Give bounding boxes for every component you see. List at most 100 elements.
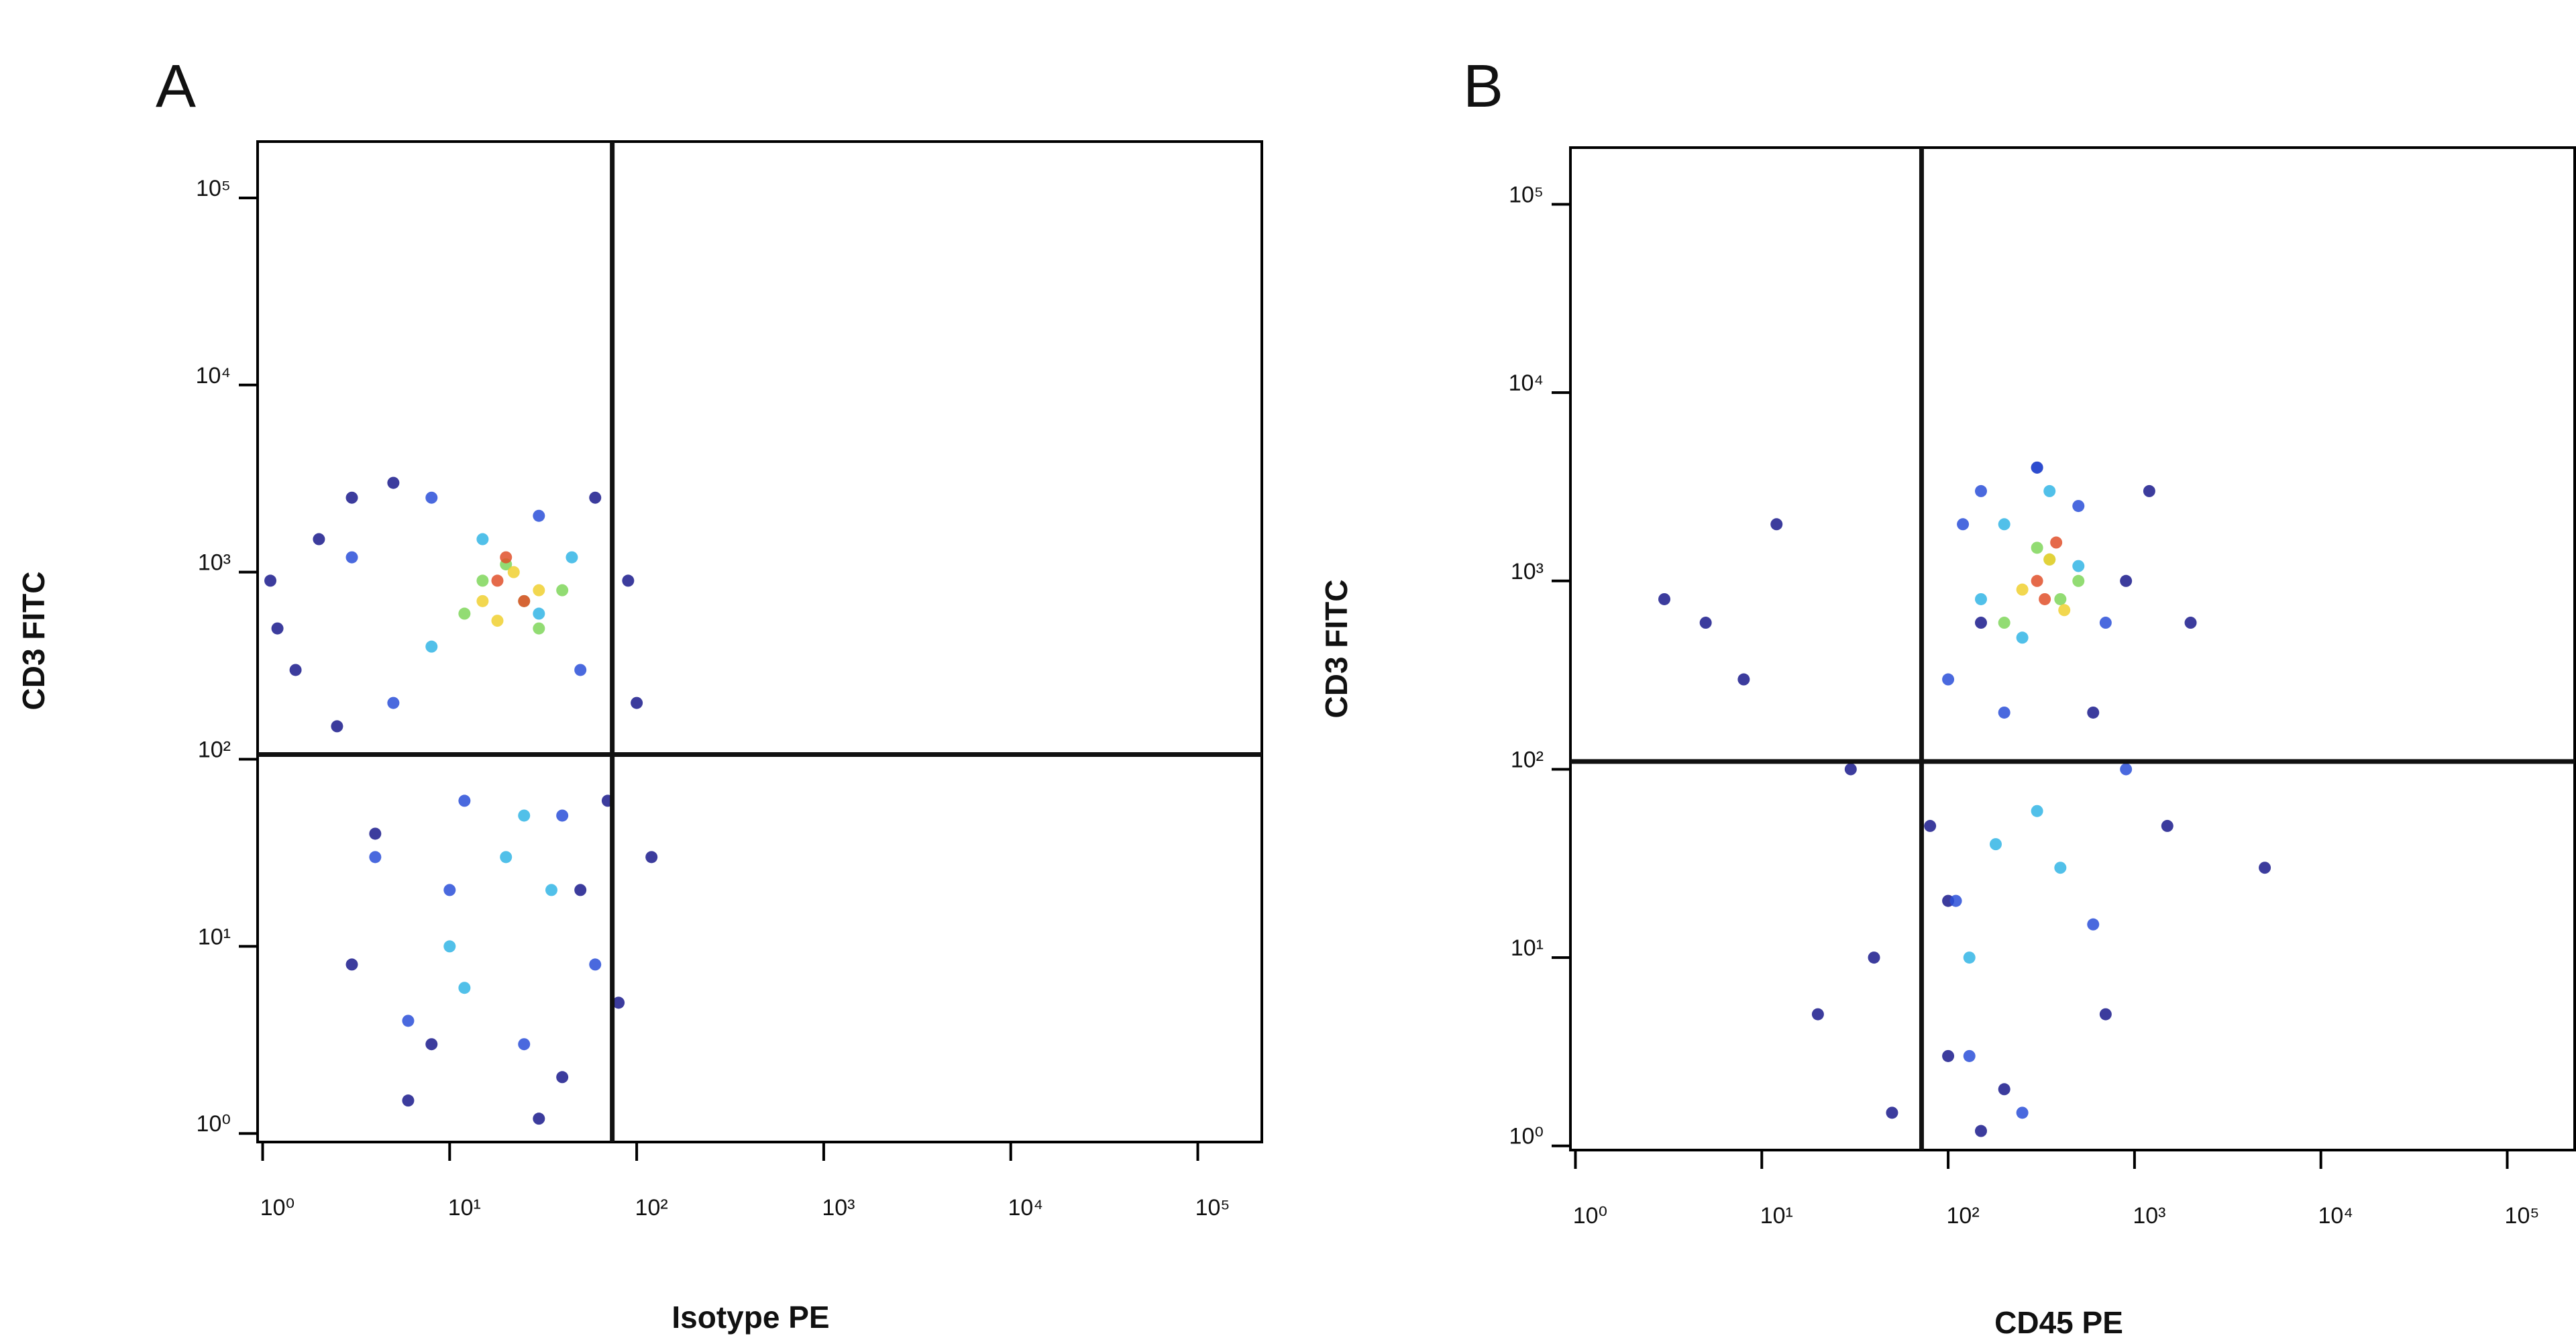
point bbox=[1975, 484, 1988, 497]
y-tick-label: 10⁰ bbox=[197, 1111, 231, 1137]
point bbox=[2031, 574, 2043, 587]
point bbox=[458, 982, 471, 994]
point bbox=[369, 851, 382, 864]
point bbox=[500, 851, 513, 864]
point bbox=[556, 584, 569, 597]
point bbox=[1998, 617, 2010, 629]
point bbox=[2099, 1008, 2112, 1021]
y-axis-label: CD3 FITC bbox=[1319, 580, 1354, 719]
x-tick-label: 10³ bbox=[2133, 1203, 2165, 1229]
point bbox=[2120, 574, 2133, 587]
point bbox=[289, 664, 302, 676]
point bbox=[1811, 1008, 1824, 1021]
x-tick-label: 10¹ bbox=[1760, 1203, 1793, 1229]
point bbox=[491, 615, 504, 627]
point bbox=[345, 551, 358, 564]
point bbox=[2072, 574, 2085, 587]
y-tick-label: 10⁴ bbox=[1509, 370, 1544, 396]
point bbox=[1998, 706, 2010, 719]
x-tick-label: 10⁰ bbox=[1573, 1203, 1607, 1229]
point bbox=[1998, 1083, 2010, 1096]
point bbox=[2031, 541, 2043, 554]
point bbox=[476, 574, 489, 587]
point bbox=[1886, 1106, 1898, 1119]
x-tick-label: 10³ bbox=[822, 1195, 855, 1221]
panel-label: A bbox=[156, 53, 196, 120]
point bbox=[2043, 553, 2056, 566]
panel-label: B bbox=[1463, 53, 1503, 120]
point bbox=[2043, 484, 2056, 497]
point bbox=[425, 640, 438, 653]
point bbox=[2016, 583, 2029, 596]
point bbox=[612, 996, 625, 1009]
point bbox=[345, 958, 358, 971]
point bbox=[2054, 862, 2067, 874]
point bbox=[1699, 617, 1712, 629]
plot-frame bbox=[256, 140, 1263, 1143]
x-tick-label: 10⁰ bbox=[260, 1195, 294, 1221]
point bbox=[507, 566, 520, 578]
y-tick-label: 10³ bbox=[198, 550, 231, 576]
point bbox=[2031, 805, 2043, 817]
point bbox=[2087, 918, 2100, 931]
point bbox=[1942, 673, 1955, 686]
x-tick-label: 10¹ bbox=[448, 1195, 481, 1221]
point bbox=[2054, 592, 2067, 605]
point bbox=[533, 584, 545, 597]
x-tick-label: 10⁵ bbox=[2505, 1203, 2540, 1229]
point bbox=[589, 958, 602, 971]
y-tick-label: 10¹ bbox=[1511, 935, 1544, 961]
point bbox=[2259, 862, 2271, 874]
point bbox=[2087, 706, 2100, 719]
point bbox=[402, 1094, 415, 1107]
point bbox=[533, 607, 545, 620]
point bbox=[331, 720, 343, 733]
y-tick-label: 10² bbox=[1511, 747, 1544, 772]
point bbox=[645, 851, 658, 864]
y-tick-label: 10² bbox=[198, 737, 231, 763]
point bbox=[1957, 518, 1970, 531]
point bbox=[476, 595, 489, 607]
plot: A Isotype PE CD3 FITC 10⁰ 10¹ 10² 10³ 10⁴ 10⁵ 10⁰… bbox=[16, 53, 1263, 1335]
point bbox=[425, 1038, 438, 1051]
point bbox=[1975, 1125, 1988, 1137]
point bbox=[1770, 518, 1783, 531]
x-axis-label: Isotype PE bbox=[672, 1300, 829, 1335]
point bbox=[425, 491, 438, 504]
point bbox=[622, 574, 635, 587]
point bbox=[1989, 838, 2002, 851]
y-axis-label: CD3 FITC bbox=[16, 572, 51, 711]
point bbox=[533, 509, 545, 522]
point bbox=[631, 696, 643, 709]
point bbox=[271, 622, 284, 635]
point bbox=[345, 491, 358, 504]
point bbox=[574, 664, 587, 676]
point bbox=[491, 574, 504, 587]
point bbox=[1949, 894, 1962, 907]
point bbox=[518, 809, 531, 822]
x-tick-label: 10⁴ bbox=[2318, 1203, 2353, 1229]
point bbox=[2184, 617, 2197, 629]
point bbox=[402, 1015, 415, 1027]
y-tick-label: 10⁵ bbox=[1509, 182, 1544, 207]
point bbox=[533, 1113, 545, 1125]
point bbox=[500, 551, 513, 564]
x-tick-label: 10² bbox=[635, 1195, 668, 1221]
point bbox=[2099, 617, 2112, 629]
y-tick-label: 10⁰ bbox=[1509, 1124, 1544, 1149]
point bbox=[443, 940, 456, 953]
point bbox=[264, 574, 277, 587]
point bbox=[1942, 1049, 1955, 1062]
point bbox=[313, 533, 325, 546]
y-tick-label: 10⁵ bbox=[196, 176, 231, 201]
point bbox=[1868, 951, 1880, 964]
point bbox=[2161, 819, 2174, 832]
point bbox=[369, 827, 382, 840]
x-tick-label: 10⁵ bbox=[1195, 1195, 1230, 1221]
point bbox=[476, 533, 489, 546]
point bbox=[518, 1038, 531, 1051]
point bbox=[2072, 500, 2085, 513]
point bbox=[556, 809, 569, 822]
point bbox=[2120, 763, 2133, 776]
